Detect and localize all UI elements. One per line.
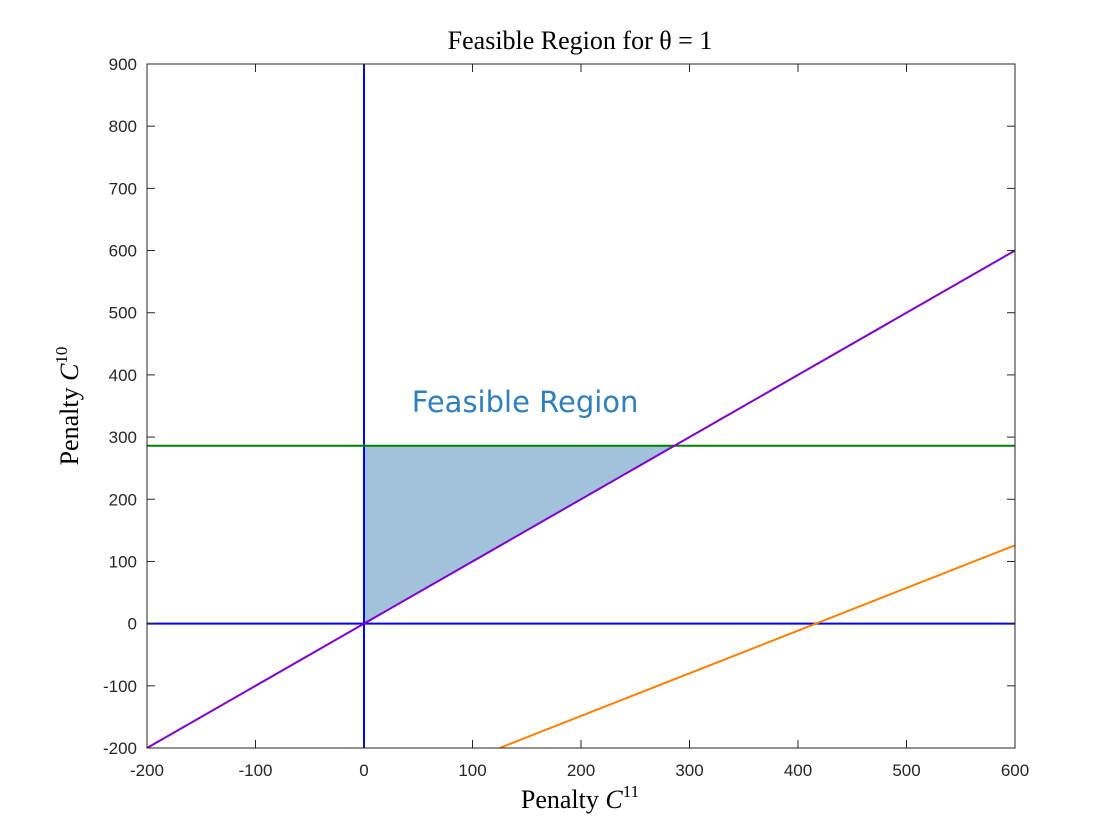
x-tick-label: 500	[892, 761, 920, 780]
y-tick-label: 100	[109, 552, 137, 571]
y-tick-label: 500	[109, 304, 137, 323]
y-tick-label: 900	[109, 55, 137, 74]
series-line-5	[499, 544, 1015, 748]
x-tick-label: 400	[784, 761, 812, 780]
x-axis-ticks: -200 -100 0 100 200 300 400 500 600	[130, 64, 1029, 780]
y-axis-label-sup: 10	[52, 347, 71, 364]
x-tick-label: 200	[567, 761, 595, 780]
y-tick-label: -200	[103, 739, 137, 758]
x-axis-label: Penalty C11	[521, 782, 639, 814]
y-axis-label-text: Penalty	[55, 381, 84, 466]
y-tick-label: 400	[109, 366, 137, 385]
plot-area: Feasible Region	[146, 63, 1016, 749]
chart-title: Feasible Region for θ = 1	[448, 26, 713, 55]
x-axis-label-sup: 11	[623, 782, 639, 801]
x-tick-label: 300	[675, 761, 703, 780]
region-annotation: Feasible Region	[412, 385, 639, 419]
x-tick-label: 0	[359, 761, 368, 780]
y-tick-label: -100	[103, 677, 137, 696]
x-axis-label-var: C	[605, 785, 623, 814]
x-tick-label: 600	[1001, 761, 1029, 780]
series-lines	[147, 64, 1015, 748]
x-tick-label: -200	[130, 761, 164, 780]
y-tick-label: 700	[109, 179, 137, 198]
y-tick-label: 800	[109, 117, 137, 136]
x-tick-label: 100	[458, 761, 486, 780]
y-tick-label: 200	[109, 490, 137, 509]
y-axis-ticks: -200 -100 0 100 200 300 400 500 600 700 800 900	[103, 55, 1015, 758]
y-axis-label: Penalty C10	[52, 347, 84, 466]
y-tick-label: 0	[128, 615, 137, 634]
series-line-4	[147, 249, 1015, 748]
y-axis-label-var: C	[55, 363, 84, 381]
x-tick-label: -100	[238, 761, 272, 780]
x-axis-label-text: Penalty	[521, 785, 606, 814]
y-tick-label: 600	[109, 242, 137, 261]
y-tick-label: 300	[109, 428, 137, 447]
